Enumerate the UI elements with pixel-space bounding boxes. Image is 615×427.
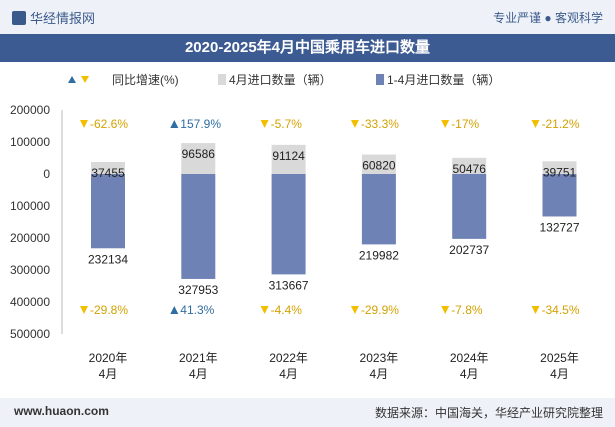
growth-label-april: -62.6%	[90, 117, 128, 131]
brand-logo-icon	[12, 10, 26, 25]
growth-down-marker	[350, 120, 359, 128]
footer-bar: www.huaon.com 数据来源：中国海关，华经产业研究院整理	[0, 398, 615, 427]
growth-label-ytd: -29.9%	[361, 303, 399, 317]
data-label-ytd: 327953	[178, 283, 218, 297]
growth-label-april: -17%	[451, 117, 479, 131]
tagline: 专业严谨 ● 客观科学	[493, 11, 603, 25]
y-tick-label: 300000	[10, 263, 50, 277]
y-tick-label: 0	[43, 167, 50, 181]
y-tick-label: 100000	[10, 135, 50, 149]
x-tick-label-year: 2023年	[360, 351, 399, 365]
growth-up-marker	[170, 120, 179, 128]
growth-label-april: -5.7%	[271, 117, 303, 131]
brand-name: 华经情报网	[30, 11, 96, 26]
growth-down-marker	[441, 306, 450, 314]
growth-down-marker	[260, 120, 269, 128]
bar-april	[452, 157, 487, 174]
bar-ytd	[271, 174, 306, 275]
growth-down-marker	[441, 120, 450, 128]
y-tick-label: 100000	[10, 199, 50, 213]
bar-april	[91, 162, 125, 174]
bar-april	[542, 161, 577, 174]
x-tick-label-month: 4月	[460, 367, 479, 381]
growth-down-marker	[350, 306, 359, 314]
data-label-ytd: 132727	[539, 220, 579, 234]
bar-april	[181, 143, 216, 174]
data-label-april: 96586	[182, 147, 216, 161]
bar-ytd	[542, 174, 577, 217]
growth-down-marker	[80, 120, 88, 128]
data-label-ytd: 313667	[269, 278, 309, 292]
y-tick-label: 200000	[10, 103, 50, 117]
chart-title: 2020-2025年4月中国乘用车进口数量	[0, 34, 615, 62]
growth-label-ytd: -7.8%	[451, 303, 483, 317]
x-tick-label-month: 4月	[370, 367, 389, 381]
bar-april	[271, 144, 306, 174]
x-tick-label-year: 2020年	[89, 351, 128, 365]
data-label-ytd: 202737	[449, 243, 489, 257]
data-label-april: 60820	[362, 159, 396, 173]
x-tick-label-year: 2021年	[179, 351, 218, 365]
data-label-ytd: 232134	[88, 252, 128, 266]
bar-ytd	[91, 174, 125, 249]
x-tick-label-year: 2025年	[540, 351, 579, 365]
growth-down-marker	[80, 306, 88, 314]
footer-site: www.huaon.com	[14, 404, 109, 418]
y-tick-label: 400000	[10, 295, 50, 309]
chart: 同比增速(%) 4月进口数量（辆） 1-4月进口数量（辆） 200000 100000 0…	[10, 72, 580, 381]
x-tick-label-year: 2022年	[269, 351, 308, 365]
growth-label-april: 157.9%	[180, 117, 221, 131]
growth-label-april: -21.2%	[542, 117, 580, 131]
growth-label-ytd: -34.5%	[542, 303, 580, 317]
data-label-ytd: 219982	[359, 248, 399, 262]
top-bar: 华经情报网 专业严谨 ● 客观科学	[0, 0, 615, 34]
brand: 华经情报网	[12, 8, 95, 27]
bar-ytd	[361, 174, 396, 245]
x-tick-label-month: 4月	[279, 367, 298, 381]
footer-source: 数据来源：中国海关，华经产业研究院整理	[374, 406, 603, 420]
data-label-april: 37455	[91, 166, 125, 180]
bar-ytd	[452, 174, 487, 239]
growth-down-marker	[531, 120, 540, 128]
y-tick-label: 500000	[10, 327, 50, 341]
legend-swatch-ytd	[376, 74, 384, 85]
bar-april	[361, 154, 396, 174]
x-tick-label-year: 2024年	[450, 351, 489, 365]
legend-up-marker	[68, 76, 76, 83]
growth-label-ytd: -4.4%	[271, 303, 303, 317]
legend-swatch-april	[218, 74, 226, 85]
data-label-april: 91124	[272, 149, 305, 163]
legend-growth-label: 同比增速(%)	[112, 73, 179, 87]
growth-label-april: -33.3%	[361, 117, 399, 131]
bar-ytd	[181, 174, 216, 279]
legend-label-april: 4月进口数量（辆）	[229, 72, 332, 87]
legend-label-ytd: 1-4月进口数量（辆）	[387, 72, 500, 87]
x-tick-label-month: 4月	[99, 367, 118, 381]
growth-down-marker	[260, 306, 269, 314]
data-label-april: 39751	[543, 165, 577, 179]
data-label-april: 50476	[453, 162, 487, 176]
y-tick-label: 200000	[10, 231, 50, 245]
legend-down-marker	[81, 76, 89, 83]
growth-down-marker	[531, 306, 540, 314]
growth-up-marker	[170, 306, 179, 314]
x-tick-label-month: 4月	[189, 367, 208, 381]
growth-label-ytd: -29.8%	[90, 303, 128, 317]
x-tick-label-month: 4月	[550, 367, 569, 381]
growth-label-ytd: 41.3%	[180, 303, 214, 317]
